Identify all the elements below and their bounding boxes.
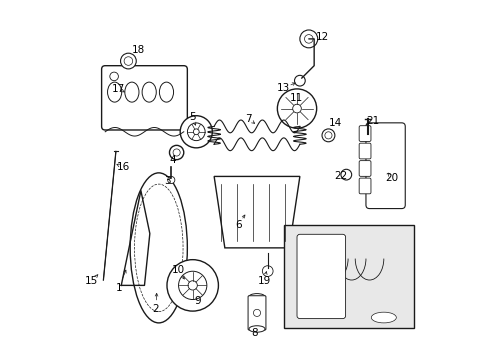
Text: 11: 11 — [289, 93, 302, 103]
Text: 5: 5 — [189, 112, 196, 122]
Circle shape — [121, 53, 136, 69]
Circle shape — [124, 57, 132, 65]
Circle shape — [304, 35, 312, 43]
Text: 14: 14 — [328, 118, 341, 128]
Circle shape — [110, 72, 118, 81]
Circle shape — [169, 145, 183, 159]
Circle shape — [322, 129, 334, 142]
Text: 12: 12 — [315, 32, 328, 42]
Text: 6: 6 — [235, 220, 241, 230]
Circle shape — [292, 104, 301, 113]
Circle shape — [340, 169, 351, 180]
Text: 19: 19 — [257, 276, 270, 286]
Text: 18: 18 — [131, 45, 145, 55]
Text: 20: 20 — [385, 173, 397, 183]
Text: 17: 17 — [112, 84, 125, 94]
Text: 15: 15 — [85, 276, 98, 286]
Text: 9: 9 — [194, 296, 201, 306]
Polygon shape — [214, 176, 299, 248]
Circle shape — [173, 149, 180, 156]
Text: 4: 4 — [169, 156, 176, 165]
FancyBboxPatch shape — [247, 296, 265, 330]
Circle shape — [253, 309, 260, 316]
Text: 16: 16 — [117, 162, 130, 172]
FancyBboxPatch shape — [283, 225, 413, 328]
Circle shape — [188, 281, 197, 290]
Circle shape — [299, 30, 317, 48]
Circle shape — [166, 260, 218, 311]
Circle shape — [178, 271, 206, 300]
Text: 22: 22 — [334, 171, 347, 181]
FancyBboxPatch shape — [365, 123, 405, 208]
Text: 13: 13 — [276, 83, 289, 93]
Text: 8: 8 — [251, 328, 257, 338]
Circle shape — [187, 123, 204, 141]
Text: 21: 21 — [365, 116, 378, 126]
Circle shape — [262, 266, 272, 276]
FancyBboxPatch shape — [296, 234, 345, 319]
Circle shape — [277, 89, 316, 128]
FancyBboxPatch shape — [102, 66, 187, 130]
Text: 2: 2 — [152, 304, 159, 314]
FancyBboxPatch shape — [358, 161, 370, 176]
FancyBboxPatch shape — [358, 126, 370, 141]
Circle shape — [193, 129, 199, 135]
FancyBboxPatch shape — [358, 178, 370, 194]
Text: 3: 3 — [164, 176, 171, 186]
Ellipse shape — [248, 326, 264, 332]
FancyBboxPatch shape — [358, 143, 370, 159]
Circle shape — [294, 75, 305, 86]
Circle shape — [167, 176, 175, 184]
Ellipse shape — [248, 294, 264, 300]
Circle shape — [180, 116, 212, 148]
Text: 7: 7 — [244, 113, 251, 123]
Ellipse shape — [370, 312, 395, 323]
Circle shape — [324, 132, 331, 139]
Text: 1: 1 — [115, 283, 122, 293]
Text: 10: 10 — [171, 265, 184, 275]
